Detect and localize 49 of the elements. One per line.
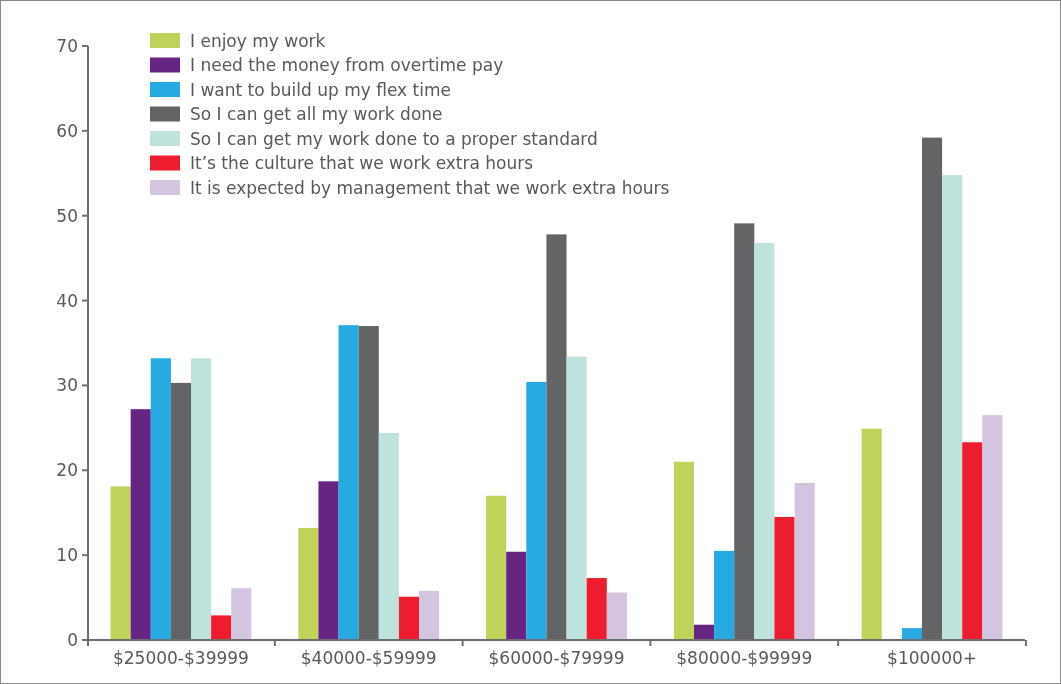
bar <box>982 415 1003 640</box>
y-tick-label: 30 <box>56 375 78 396</box>
bar <box>673 461 694 640</box>
bar <box>586 578 607 640</box>
legend-label: I enjoy my work <box>190 30 326 51</box>
y-tick-label: 50 <box>56 205 78 226</box>
y-tick-label: 0 <box>67 629 78 650</box>
bar <box>398 596 420 640</box>
bar <box>774 516 795 640</box>
legend-label: It is expected by management that we work extra hours <box>190 177 670 198</box>
bar <box>962 442 983 640</box>
bar <box>110 486 131 640</box>
bar <box>191 358 212 640</box>
y-tick-label: 40 <box>56 290 78 311</box>
bar <box>506 551 527 640</box>
bar <box>338 325 359 640</box>
bar <box>150 358 171 640</box>
bar <box>794 483 815 640</box>
bar <box>298 527 319 640</box>
legend-label: It’s the culture that we work extra hours <box>190 153 534 174</box>
bar <box>419 590 440 640</box>
bar <box>606 592 627 640</box>
legend-label: So I can get my work done to a proper standard <box>190 128 598 149</box>
bar <box>566 356 587 640</box>
bar <box>693 624 715 640</box>
bar <box>754 242 775 640</box>
y-tick-label: 10 <box>56 545 78 566</box>
bar <box>901 628 922 640</box>
bar <box>318 481 339 640</box>
x-tick-label: $25000-$39999 <box>112 648 249 668</box>
legend-label: I need the money from overtime pay <box>190 55 504 76</box>
bar <box>942 174 963 640</box>
bar <box>714 550 735 640</box>
y-tick-label: 60 <box>56 120 78 141</box>
bar <box>211 615 232 640</box>
bar <box>231 588 252 640</box>
bar <box>130 409 151 640</box>
bar <box>378 432 399 640</box>
bar <box>861 428 882 640</box>
y-tick-label: 20 <box>56 460 78 481</box>
y-tick-label: 70 <box>56 35 78 56</box>
x-tick-label: $60000-$79999 <box>488 648 625 668</box>
bar <box>526 382 547 640</box>
bar <box>486 495 507 640</box>
legend-label: I want to build up my flex time <box>190 79 451 100</box>
x-tick-label: $100000+ <box>887 648 978 668</box>
legend-label: So I can get all my work done <box>190 104 443 125</box>
x-tick-label: $80000-$99999 <box>676 648 813 668</box>
x-tick-label: $40000-$59999 <box>300 648 437 668</box>
